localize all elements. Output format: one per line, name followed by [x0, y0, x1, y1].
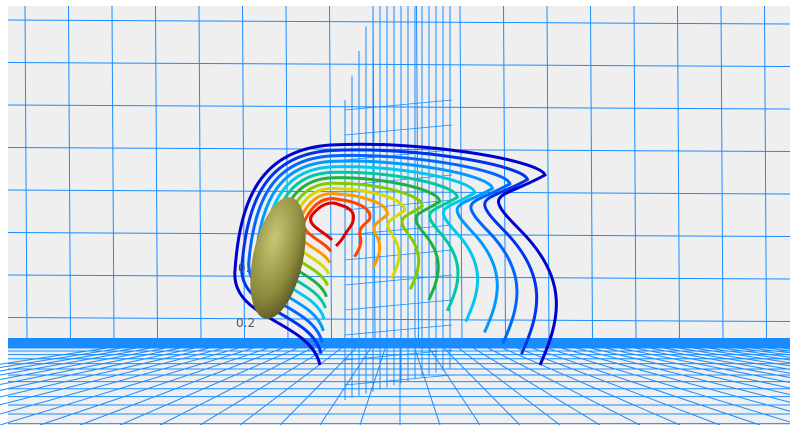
visualization: 0. 0.2: [0, 0, 790, 425]
contour-label: 0.2: [236, 316, 255, 330]
contour-label: 0.: [238, 261, 249, 275]
